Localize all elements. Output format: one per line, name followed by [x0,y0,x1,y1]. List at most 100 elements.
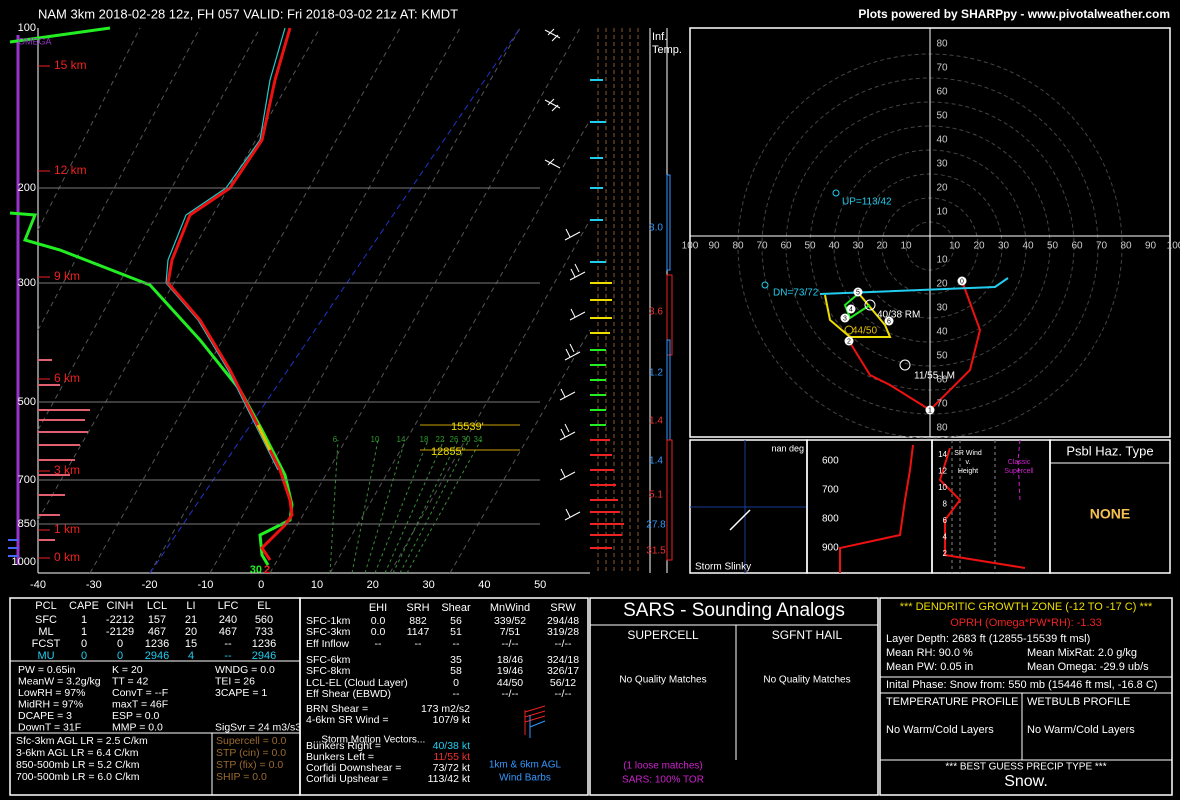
lapse-rate: 700-500mb LR = 6.0 C/km [16,771,140,783]
index: TEI = 26 [215,675,255,687]
sr-wind-label: 8 [943,500,948,509]
dgz-omega: Mean Omega: -29.9 ub/s [1027,661,1149,673]
hazard-value: NONE [1090,506,1130,522]
sars-supercell: SUPERCELL [627,628,699,642]
hodo-marker-label: 0 [960,278,964,285]
hodo-ring-label: 70 [1096,241,1108,252]
hodo-ring-label: 30 [936,159,948,170]
hodo-ring-label: 20 [936,183,948,194]
kinematics-cell: 319/28 [547,626,579,638]
hodo-mean: 44/50 [852,326,877,337]
index: DCAPE = 3 [18,710,72,722]
motion-label: Bunkers Left = [306,751,374,763]
thermo-cell: 467 [148,626,166,638]
theta-label: 600 [822,456,839,467]
kinematics-label: Eff Inflow [306,638,349,650]
hodo-ring-label: 80 [732,241,744,252]
motion-title: ...Storm Motion Vectors... [313,735,425,746]
temp-layers: No Warm/Cold Layers [886,724,994,736]
kinematics-cell: 51 [450,626,462,638]
hodo-ring-label: 40 [828,241,840,252]
sr-wind-label: 4 [943,533,948,542]
hodo-ring-label: 40 [936,327,948,338]
pressure-label: 700 [18,474,36,486]
kinematics-cell: 0.0 [371,615,386,627]
temp-label: 0 [258,579,264,591]
temp-label: -20 [142,579,158,591]
sr-wind-title: v. [966,459,971,466]
thermo-header: CINH [107,600,134,612]
kinematics-cell: --/-- [502,638,519,650]
hodo-marker [840,313,850,323]
sars-tor: SARS: 100% TOR [622,775,704,786]
lapse-rate: Sfc-3km AGL LR = 2.5 C/km [16,735,148,747]
hodo-dn: DN=73/72 [773,288,819,299]
slinky-title: Storm Slinky [695,562,751,573]
kinematics-cell: -- [453,688,460,700]
temp-label: 40 [478,579,490,591]
height-label: 15 km [54,58,87,72]
hodo-ring-label: 60 [780,241,792,252]
dgz-oprh: OPRH (Omega*PW*RH): -1.33 [950,617,1102,629]
mixing-ratio-label: 34 [474,435,483,444]
kinematics-cell: --/-- [555,638,572,650]
theta-label: 900 [822,543,839,554]
hodo-ring-label: 50 [1047,241,1059,252]
sr46-label: 4-6km SR Wind = [306,714,389,726]
sr46-value: 107/9 kt [433,714,470,726]
sr-wind-reference: Supercell [1004,468,1034,475]
thermo-cell: 467 [219,626,237,638]
kinematics-label: SFC-3km [306,626,351,638]
thermo-cell: -2129 [106,626,134,638]
pressure-label: 300 [18,277,36,289]
kinematics-cell: 19/46 [497,665,523,677]
sars-hail-matches: No Quality Matches [763,675,850,686]
sfc-temp: 2 [264,564,270,576]
hodo-ring-label: 20 [973,241,985,252]
theta-label: 800 [822,514,839,525]
hodo-marker-label: 1 [928,407,932,414]
pressure-label: 500 [18,396,36,408]
temp-label: 50 [534,579,546,591]
height-label: 0 km [54,550,80,564]
index: PW = 0.65in [18,664,76,676]
thermo-header: LCL [147,600,167,612]
kinematics-cell: 294/48 [547,615,579,627]
kinematics-cell: 18/46 [497,654,523,666]
inf-temp-value: 1.4 [649,456,663,467]
kinematics-label: SFC-6km [306,654,351,666]
temp-label: -40 [30,579,46,591]
index: MeanW = 3.2g/kg [18,675,101,687]
height-label: 9 km [54,269,80,283]
sars-hail: SGFNT HAIL [772,628,843,642]
thermo-cell: 2946 [252,650,276,662]
kinematics-cell: 58 [450,665,462,677]
lapse-rate: 850-500mb LR = 5.2 C/km [16,759,140,771]
thermo-cell: 21 [185,614,197,626]
dgz-pw: Mean PW: 0.05 in [886,661,973,673]
sr-wind-label: 12 [938,467,947,476]
index: maxT = 46F [112,698,168,710]
hodo-ring-label: 60 [1071,241,1083,252]
motion-value: 113/42 kt [428,773,471,785]
index: K = 20 [112,664,143,676]
kinematics-header: SRH [406,602,429,614]
skewt-layout [8,26,591,574]
sr-wind-title: SR Wind [954,450,982,457]
temp-label: 20 [367,579,379,591]
pressure-label: 200 [18,182,36,194]
thermo-header: LFC [218,600,239,612]
kinematics-cell: --/-- [502,688,519,700]
mixing-ratio-label: 10 [371,435,380,444]
theta-label: 700 [822,485,839,496]
kinematics-cell: 56/12 [550,677,576,689]
hodo-marker [844,336,854,346]
kinematics-cell: 7/51 [500,626,521,638]
hodo-ring-label: 80 [1120,241,1132,252]
motion-label: Corfidi Downshear = [306,762,401,774]
hodo-ring-label: 50 [804,241,816,252]
kinematics-cell: 324/18 [547,654,579,666]
thermo-cell: 15 [185,638,197,650]
omega-label: OMEGA [18,36,52,46]
